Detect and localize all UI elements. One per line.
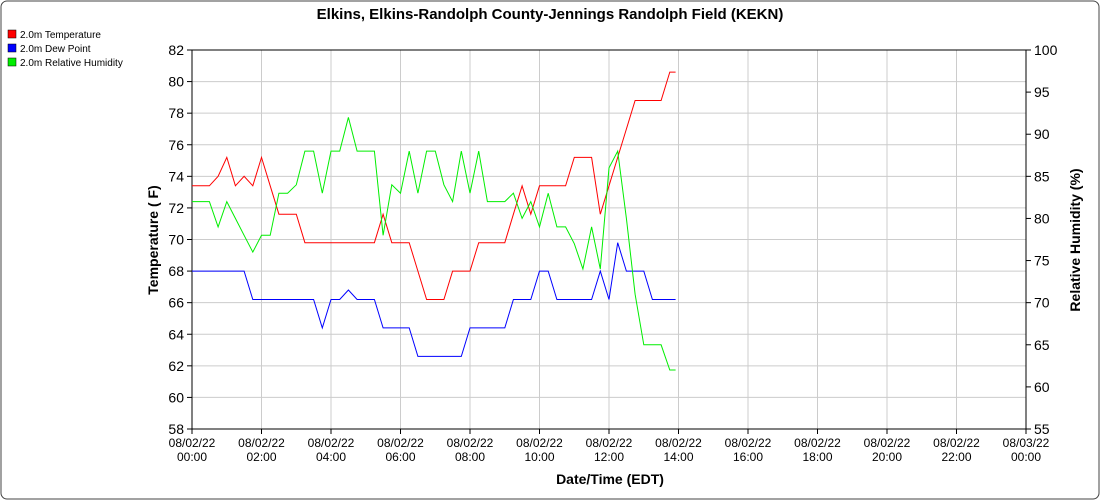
y-tick-label: 66 xyxy=(168,295,184,311)
legend-swatch xyxy=(7,57,17,67)
y-tick-label: 68 xyxy=(168,263,184,279)
x-tick-label: 08/02/22 06:00 xyxy=(377,436,424,464)
x-tick-label: 08/03/22 00:00 xyxy=(1003,436,1050,464)
legend-label: 2.0m Dew Point xyxy=(20,44,91,55)
y-tick-label: 76 xyxy=(168,137,184,153)
x-tick-label: 08/02/22 02:00 xyxy=(238,436,285,464)
y-tick-label: 62 xyxy=(168,358,184,374)
y-tick-label: 64 xyxy=(168,326,184,342)
y-tick-label: 80 xyxy=(168,74,184,90)
y-axis-label: Temperature ( F) xyxy=(145,185,161,294)
x-tick-label: 08/02/22 12:00 xyxy=(586,436,633,464)
y-tick-label: 72 xyxy=(168,200,184,216)
plot-frame xyxy=(191,49,1027,430)
y2-tick-label: 55 xyxy=(1034,421,1050,437)
x-tick-label: 08/02/22 04:00 xyxy=(308,436,355,464)
y2-tick-label: 90 xyxy=(1034,126,1050,142)
x-tick-label: 08/02/22 08:00 xyxy=(447,436,494,464)
y-tick-label: 70 xyxy=(168,232,184,248)
y2-tick-label: 85 xyxy=(1034,168,1050,184)
legend-label: 2.0m Relative Humidity xyxy=(20,58,123,69)
series-line xyxy=(192,242,676,357)
legend-swatch xyxy=(7,43,17,53)
y-tick-label: 78 xyxy=(168,105,184,121)
y-tick-label: 60 xyxy=(168,389,184,405)
x-tick-label: 08/02/22 18:00 xyxy=(794,436,841,464)
x-tick-label: 08/02/22 20:00 xyxy=(864,436,911,464)
y2-tick-label: 70 xyxy=(1034,295,1050,311)
x-axis-label: Date/Time (EDT) xyxy=(556,471,664,487)
x-tick-label: 08/02/22 00:00 xyxy=(169,436,216,464)
y2-tick-label: 80 xyxy=(1034,210,1050,226)
y2-tick-label: 95 xyxy=(1034,84,1050,100)
x-tick-label: 08/02/22 22:00 xyxy=(933,436,980,464)
y-tick-label: 58 xyxy=(168,421,184,437)
y2-tick-label: 60 xyxy=(1034,379,1050,395)
y2-axis-label: Relative Humidity (%) xyxy=(1067,168,1083,311)
y2-tick-label: 100 xyxy=(1034,42,1058,58)
series-line xyxy=(192,117,676,371)
y-tick-label: 82 xyxy=(168,42,184,58)
legend-swatch xyxy=(7,29,17,39)
y-tick-label: 74 xyxy=(168,168,184,184)
x-tick-label: 08/02/22 16:00 xyxy=(725,436,772,464)
series-line xyxy=(192,71,676,300)
legend-label: 2.0m Temperature xyxy=(20,30,101,41)
x-tick-label: 08/02/22 14:00 xyxy=(655,436,702,464)
chart-title: Elkins, Elkins-Randolph County-Jennings … xyxy=(317,6,784,23)
y2-tick-label: 65 xyxy=(1034,337,1050,353)
y2-tick-label: 75 xyxy=(1034,253,1050,269)
x-tick-label: 08/02/22 10:00 xyxy=(516,436,563,464)
